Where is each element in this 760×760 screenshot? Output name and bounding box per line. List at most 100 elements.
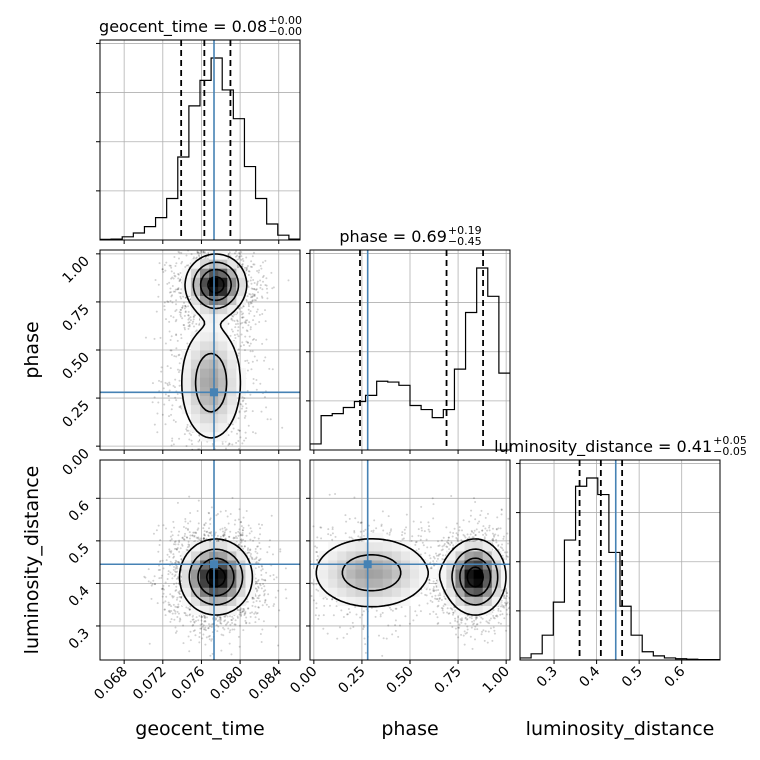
scatter-point: [188, 608, 191, 611]
scatter-point: [202, 624, 205, 627]
density-cell: [227, 395, 237, 406]
scatter-point: [164, 527, 167, 530]
scatter-point: [207, 626, 210, 629]
scatter-point: [240, 258, 243, 261]
scatter-point: [179, 406, 182, 409]
scatter-point: [143, 575, 146, 578]
scatter-point: [285, 597, 288, 600]
scatter-point: [215, 229, 217, 231]
scatter-point: [253, 293, 256, 296]
scatter-point: [200, 627, 203, 630]
scatter-point: [171, 577, 174, 580]
scatter-point: [162, 524, 165, 527]
scatter-point: [249, 527, 252, 530]
scatter-point: [227, 621, 230, 624]
scatter-point: [178, 593, 181, 596]
scatter-point: [232, 315, 235, 318]
scatter-point: [174, 290, 177, 293]
scatter-point: [187, 264, 190, 267]
scatter-point: [226, 515, 229, 518]
density-cell: [218, 431, 228, 442]
density-cell: [227, 350, 237, 360]
scatter-point: [219, 619, 222, 622]
scatter-point: [252, 338, 255, 341]
scatter-point: [208, 527, 211, 530]
scatter-point: [239, 403, 242, 406]
density-cell: [218, 377, 228, 387]
scatter-point: [213, 244, 215, 246]
scatter-point: [259, 633, 262, 636]
scatter-point: [279, 550, 282, 553]
scatter-point: [179, 278, 182, 281]
scatter-point: [221, 442, 224, 445]
scatter-point: [248, 551, 251, 554]
scatter-point: [236, 333, 239, 336]
scatter-point: [267, 605, 270, 608]
scatter-point: [164, 269, 167, 272]
scatter-point: [241, 265, 244, 268]
scatter-point: [245, 247, 247, 249]
scatter-point: [170, 266, 173, 269]
scatter-point: [246, 319, 249, 322]
scatter-point: [170, 353, 173, 356]
scatter-point: [245, 256, 248, 259]
scatter-point: [255, 388, 258, 391]
scatter-point: [187, 465, 189, 467]
density-cell: [227, 277, 237, 287]
scatter-point: [189, 512, 192, 515]
density-cell: [181, 368, 192, 378]
scatter-point: [214, 244, 216, 246]
scatter-point: [240, 545, 243, 548]
scatter-point: [198, 615, 201, 618]
scatter-point: [191, 443, 194, 446]
scatter-point: [175, 355, 178, 358]
scatter-point: [172, 543, 175, 546]
histogram-step-phase: [310, 267, 510, 450]
scatter-point: [252, 431, 255, 434]
scatter-point: [242, 526, 245, 529]
density-cell: [227, 304, 237, 315]
scatter-point: [156, 602, 159, 605]
scatter-point: [231, 628, 234, 631]
scatter-point: [172, 384, 175, 387]
scatter-point: [186, 546, 189, 549]
scatter-point: [187, 305, 190, 308]
scatter-point: [248, 312, 251, 315]
scatter-point: [203, 617, 206, 620]
scatter-point: [256, 580, 259, 583]
scatter-point: [203, 523, 206, 526]
scatter-point: [245, 340, 248, 343]
scatter-point: [256, 359, 259, 362]
density-cell: [236, 277, 246, 287]
density-cell: [236, 295, 246, 306]
scatter-point: [247, 270, 250, 273]
scatter-point: [257, 597, 260, 600]
scatter-point: [254, 299, 257, 302]
density-cell: [190, 413, 201, 424]
scatter-point: [194, 472, 196, 474]
scatter-point: [165, 595, 168, 598]
scatter-point: [242, 607, 245, 610]
scatter-point: [246, 295, 249, 298]
scatter-point: [243, 613, 246, 616]
scatter-point: [243, 242, 245, 244]
density-cell: [227, 413, 237, 424]
scatter-point: [187, 221, 189, 223]
scatter-point: [154, 482, 156, 484]
scatter-point: [173, 355, 176, 358]
scatter-point: [159, 559, 162, 562]
scatter-point: [203, 251, 206, 254]
scatter-point: [246, 330, 249, 333]
scatter-point: [180, 288, 183, 291]
scatter-point: [228, 642, 231, 645]
scatter-point: [177, 453, 179, 455]
scatter-point: [271, 368, 274, 371]
scatter-point: [192, 256, 195, 259]
scatter-point: [252, 305, 255, 308]
scatter-point: [256, 280, 259, 283]
scatter-point: [177, 288, 180, 291]
scatter-point: [261, 604, 264, 607]
scatter-point: [173, 256, 176, 259]
scatter-point: [205, 531, 208, 534]
scatter-point: [175, 334, 178, 337]
